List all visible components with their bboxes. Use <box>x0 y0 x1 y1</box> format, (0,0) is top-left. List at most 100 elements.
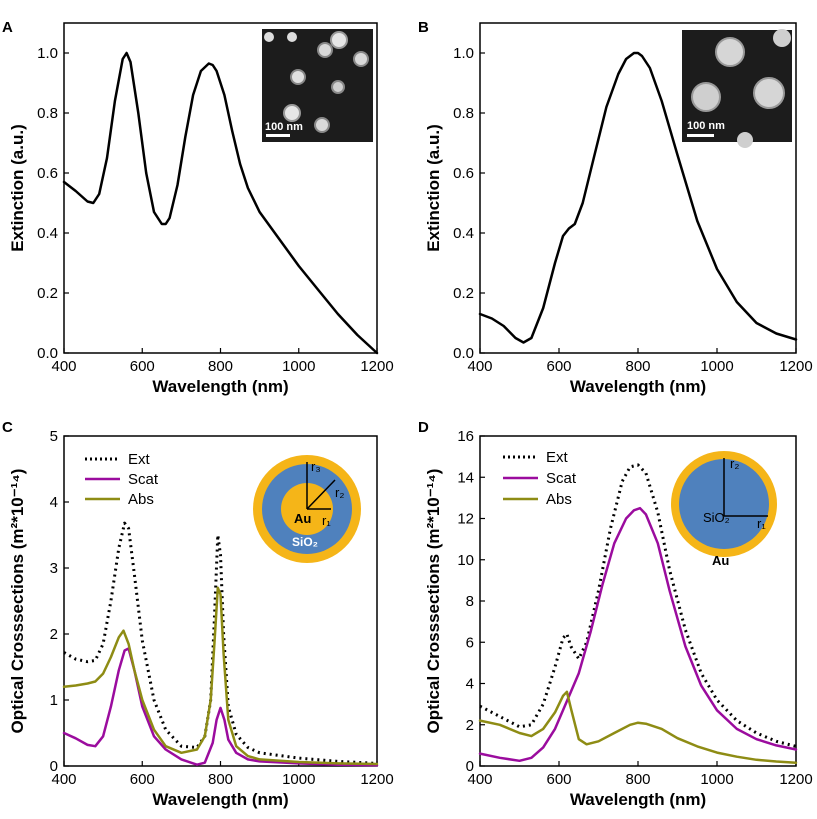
r1-label: r₁ <box>757 516 766 531</box>
series-line-extinction <box>62 51 379 355</box>
x-tick-label: 1000 <box>282 771 315 788</box>
y-tick-label: 0.2 <box>37 285 58 302</box>
y-tick-label: 14 <box>457 469 474 486</box>
sem-particle <box>287 32 297 42</box>
x-axis-label: Wavelength (nm) <box>570 790 706 809</box>
panel-a-letter: A <box>2 19 13 36</box>
x-axis-label: Wavelength (nm) <box>570 377 706 396</box>
x-tick-label: 400 <box>467 358 492 375</box>
x-tick-label: 1000 <box>282 358 315 375</box>
sem-particle <box>353 51 369 67</box>
sem-particle <box>264 32 274 42</box>
y-axis-label: Optical Crosssections (m²*10⁻¹⁴) <box>424 469 443 734</box>
x-tick-label: 1200 <box>779 358 812 375</box>
panel-c: C 400 600 800 1000 1200 0 1 2 3 4 5 Wavelength (nm)… <box>2 419 394 809</box>
sem-particle <box>753 77 785 109</box>
sem-scale-bar-b <box>687 134 714 137</box>
x-tick-label: 800 <box>208 358 233 375</box>
legend-label-scat: Scat <box>546 470 577 487</box>
y-tick-label: 0.8 <box>453 105 474 122</box>
x-axis-label: Wavelength (nm) <box>152 377 288 396</box>
y-tick-label: 4 <box>466 676 474 693</box>
y-tick-label: 5 <box>50 428 58 445</box>
y-tick-label: 0.4 <box>37 225 58 242</box>
series-line-abs <box>62 586 379 766</box>
r1-label: r₁ <box>322 513 331 528</box>
legend-label-abs: Abs <box>546 491 572 508</box>
y-tick-label: 0 <box>466 758 474 775</box>
series-line-abs <box>478 690 798 764</box>
y-tick-label: 12 <box>457 511 474 528</box>
sio2-label: SiO₂ <box>703 510 730 525</box>
y-tick-label: 0.4 <box>453 225 474 242</box>
series-group <box>478 463 798 764</box>
panel-d-inset-schematic: r₂ r₁ SiO₂ Au <box>671 451 777 568</box>
y-tick-label: 1 <box>50 692 58 709</box>
panel-c-letter: C <box>2 419 13 436</box>
y-tick-label: 1.0 <box>37 45 58 62</box>
x-tick-label: 400 <box>51 358 76 375</box>
panel-d-legend: Ext Scat Abs <box>503 449 577 508</box>
y-tick-label: 0.6 <box>453 165 474 182</box>
sem-particle <box>330 31 348 49</box>
sem-particle <box>314 117 330 133</box>
y-tick-label: 8 <box>466 593 474 610</box>
y-tick-label: 0.0 <box>37 345 58 362</box>
x-tick-label: 1200 <box>360 771 393 788</box>
r2-label: r₂ <box>335 485 344 500</box>
x-tick-label: 600 <box>130 771 155 788</box>
series-group <box>62 521 379 767</box>
x-tick-label: 400 <box>51 771 76 788</box>
y-axis-label: Extinction (a.u.) <box>424 124 443 252</box>
panel-d: D 400 600 800 1000 1200 0 2 4 6 8 10 12 14 16 Waveleng… <box>418 419 813 809</box>
series-line-ext <box>63 521 378 765</box>
x-tick-label: 1200 <box>360 358 393 375</box>
sem-particle <box>773 29 791 47</box>
sem-particle <box>691 82 721 112</box>
series-line-scat <box>478 506 798 763</box>
y-tick-label: 0.6 <box>37 165 58 182</box>
au-label: Au <box>712 553 729 568</box>
x-tick-label: 400 <box>467 771 492 788</box>
panel-a-inset-sem: 100 nm <box>262 29 373 142</box>
sem-particle <box>317 42 333 58</box>
panel-b-axes: 400 600 800 1000 1200 0.0 0.2 0.4 0.6 0.8 1.0 Wavel… <box>424 22 813 396</box>
au-label: Au <box>294 511 311 526</box>
x-tick-label: 1200 <box>779 771 812 788</box>
y-tick-label: 2 <box>466 717 474 734</box>
legend-label-scat: Scat <box>128 471 159 488</box>
x-tick-label: 800 <box>625 358 650 375</box>
sem-particle <box>290 69 306 85</box>
y-tick-label: 3 <box>50 560 58 577</box>
x-axis-label: Wavelength (nm) <box>152 790 288 809</box>
x-tick-label: 800 <box>208 771 233 788</box>
panel-c-legend: Ext Scat Abs <box>85 451 159 508</box>
series-line-scat <box>62 647 379 767</box>
sem-scale-bar-a <box>266 134 290 137</box>
sem-scale-label-a: 100 nm <box>265 121 303 133</box>
x-tick-label: 1000 <box>700 771 733 788</box>
sem-particle <box>737 132 753 148</box>
panel-c-inset-schematic: r₃ r₂ r₁ Au SiO₂ <box>253 455 361 563</box>
series-group <box>478 51 798 344</box>
panel-a: A 400 600 800 1000 1200 0.0 0.2 0.4 0.6 0.8 1.0 Wav… <box>2 19 394 396</box>
sem-particle <box>715 37 745 67</box>
sem-scale-label-b: 100 nm <box>687 120 725 132</box>
x-tick-label: 600 <box>546 771 571 788</box>
x-tick-label: 600 <box>130 358 155 375</box>
y-axis-label: Extinction (a.u.) <box>8 124 27 252</box>
y-tick-label: 6 <box>466 634 474 651</box>
y-tick-label: 16 <box>457 428 474 445</box>
y-tick-label: 0.0 <box>453 345 474 362</box>
x-tick-label: 600 <box>546 358 571 375</box>
series-group <box>62 51 379 355</box>
y-axis-label: Optical Crosssections (m²*10⁻¹⁴) <box>8 469 27 734</box>
r2-label: r₂ <box>730 456 739 471</box>
y-tick-label: 0 <box>50 758 58 775</box>
y-tick-label: 2 <box>50 626 58 643</box>
y-tick-label: 0.8 <box>37 105 58 122</box>
panel-d-letter: D <box>418 419 429 436</box>
sem-particle <box>283 104 301 122</box>
r2-arrow <box>306 479 336 510</box>
